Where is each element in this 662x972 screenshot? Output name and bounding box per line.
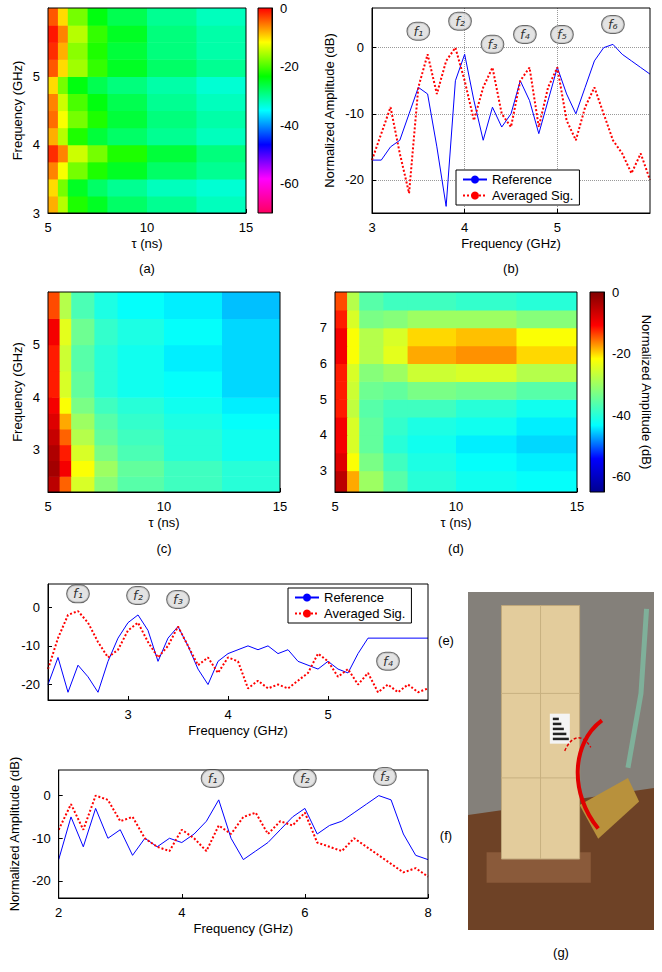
svg-text:4: 4	[320, 427, 327, 442]
svg-text:f₁: f₁	[413, 24, 423, 39]
svg-text:f₂: f₂	[300, 771, 310, 786]
svg-text:f₄: f₄	[520, 27, 531, 42]
svg-text:Frequency (GHz): Frequency (GHz)	[188, 723, 288, 738]
svg-text:f₃: f₃	[173, 592, 183, 607]
svg-text:5: 5	[44, 499, 51, 514]
svg-text:Frequency (GHz): Frequency (GHz)	[461, 236, 561, 251]
svg-text:3: 3	[33, 206, 40, 221]
svg-text:f₆: f₆	[608, 17, 618, 32]
svg-text:f₃: f₃	[380, 769, 390, 784]
svg-text:6: 6	[320, 356, 327, 371]
svg-text:Normalized Amplitude (dB): Normalized Amplitude (dB)	[7, 757, 22, 912]
svg-text:4: 4	[178, 905, 185, 920]
svg-text:τ (ns): τ (ns)	[440, 515, 471, 530]
svg-text:15: 15	[239, 220, 253, 235]
svg-text:5: 5	[44, 220, 51, 235]
svg-text:-20: -20	[345, 172, 364, 187]
svg-text:5: 5	[331, 499, 338, 514]
svg-text:f₁: f₁	[73, 586, 83, 601]
svg-text:3: 3	[368, 220, 375, 235]
svg-text:f₂: f₂	[455, 14, 465, 29]
svg-text:Frequency (GHz): Frequency (GHz)	[10, 342, 25, 442]
svg-text:τ (ns): τ (ns)	[148, 515, 179, 530]
svg-text:-20: -20	[32, 873, 51, 888]
svg-text:4: 4	[33, 137, 40, 152]
svg-text:Frequency (GHz): Frequency (GHz)	[10, 61, 25, 161]
svg-text:7: 7	[320, 320, 327, 335]
svg-text:-20: -20	[612, 346, 631, 361]
svg-text:2: 2	[55, 905, 62, 920]
svg-text:-10: -10	[21, 638, 40, 653]
svg-text:τ (ns): τ (ns)	[131, 236, 162, 251]
svg-text:Reference: Reference	[492, 172, 552, 187]
svg-text:Averaged Sig.: Averaged Sig.	[492, 188, 573, 203]
svg-text:-20: -20	[21, 677, 40, 692]
svg-text:5: 5	[554, 220, 561, 235]
svg-text:0: 0	[33, 600, 40, 615]
svg-text:15: 15	[570, 499, 584, 514]
svg-text:f₅: f₅	[557, 27, 567, 42]
svg-text:3: 3	[124, 707, 131, 722]
svg-text:10: 10	[157, 499, 171, 514]
svg-text:0: 0	[43, 788, 50, 803]
svg-text:(g): (g)	[553, 945, 569, 960]
svg-text:4: 4	[33, 390, 40, 405]
svg-text:(f): (f)	[440, 828, 452, 843]
svg-text:0: 0	[357, 40, 364, 55]
svg-text:8: 8	[424, 905, 431, 920]
svg-text:-60: -60	[612, 469, 631, 484]
svg-text:Reference: Reference	[324, 590, 384, 605]
svg-text:Normalized Amplitude (dB): Normalized Amplitude (dB)	[639, 315, 654, 470]
svg-text:5: 5	[33, 337, 40, 352]
svg-text:Normalized Amplitude (dB): Normalized Amplitude (dB)	[322, 33, 337, 188]
svg-text:6: 6	[301, 905, 308, 920]
svg-text:(e): (e)	[438, 633, 454, 648]
svg-text:5: 5	[33, 69, 40, 84]
svg-text:f₂: f₂	[133, 588, 143, 603]
svg-text:f₁: f₁	[208, 771, 218, 786]
svg-text:-10: -10	[32, 831, 51, 846]
svg-text:(a): (a)	[139, 261, 155, 276]
svg-text:f₄: f₄	[383, 654, 394, 669]
svg-text:-10: -10	[345, 106, 364, 121]
svg-text:0: 0	[280, 1, 287, 16]
svg-text:(d): (d)	[448, 541, 464, 556]
svg-text:(c): (c)	[156, 541, 171, 556]
svg-text:-40: -40	[612, 408, 631, 423]
svg-text:-40: -40	[280, 118, 299, 133]
svg-text:5: 5	[320, 392, 327, 407]
svg-text:3: 3	[320, 463, 327, 478]
svg-text:15: 15	[273, 499, 287, 514]
svg-text:4: 4	[461, 220, 468, 235]
svg-text:10: 10	[449, 499, 463, 514]
svg-text:Frequency (GHz): Frequency (GHz)	[193, 921, 293, 936]
svg-text:Averaged Sig.: Averaged Sig.	[324, 606, 405, 621]
svg-text:f₃: f₃	[488, 37, 498, 52]
svg-text:10: 10	[140, 220, 154, 235]
svg-text:-60: -60	[280, 176, 299, 191]
svg-text:5: 5	[324, 707, 331, 722]
svg-text:-20: -20	[280, 59, 299, 74]
svg-text:(b): (b)	[503, 261, 519, 276]
svg-text:4: 4	[224, 707, 231, 722]
svg-text:0: 0	[612, 285, 619, 300]
svg-text:3: 3	[33, 442, 40, 457]
